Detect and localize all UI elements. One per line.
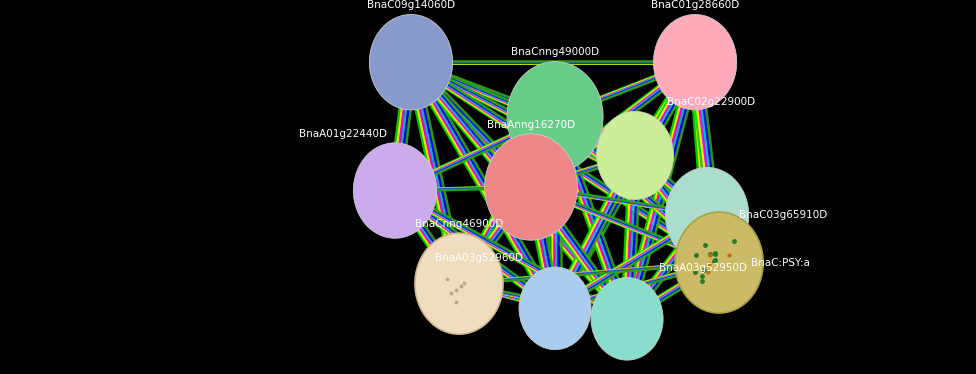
Ellipse shape (519, 267, 591, 350)
Text: BnaC:PSY:a: BnaC:PSY:a (752, 258, 810, 267)
Text: BnaA03g52950D: BnaA03g52950D (659, 263, 747, 273)
Text: BnaC03g65910D: BnaC03g65910D (739, 210, 828, 220)
Text: BnaC02g22900D: BnaC02g22900D (668, 97, 755, 107)
Ellipse shape (485, 134, 578, 240)
Ellipse shape (508, 62, 603, 172)
Ellipse shape (596, 111, 673, 199)
Text: BnaC09g14060D: BnaC09g14060D (367, 0, 455, 10)
Ellipse shape (415, 233, 503, 334)
Text: BnaCnng46900D: BnaCnng46900D (415, 219, 504, 229)
Ellipse shape (675, 212, 763, 313)
Ellipse shape (353, 143, 436, 238)
Text: BnaAnng16270D: BnaAnng16270D (487, 120, 575, 129)
Text: BnaC01g28660D: BnaC01g28660D (651, 0, 739, 10)
Ellipse shape (369, 15, 453, 110)
Text: BnaA03g52960D: BnaA03g52960D (435, 253, 523, 263)
Ellipse shape (654, 15, 737, 110)
Text: BnaA01g22440D: BnaA01g22440D (299, 129, 386, 139)
Ellipse shape (666, 168, 749, 263)
Text: BnaCnng49000D: BnaCnng49000D (511, 47, 599, 58)
Ellipse shape (591, 278, 663, 360)
